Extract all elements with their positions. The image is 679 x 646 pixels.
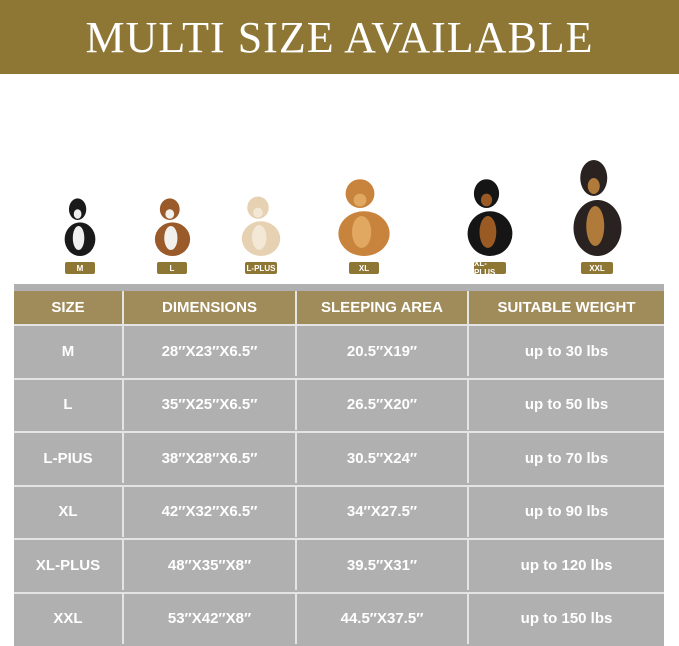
size-tag: XL bbox=[349, 262, 379, 274]
size-table: SIZE DIMENSIONS SLEEPING AREA SUITABLE W… bbox=[14, 284, 664, 646]
table-cell: 28″X23″X6.5″ bbox=[124, 326, 297, 376]
table-cell: 38″X28″X6.5″ bbox=[124, 433, 297, 483]
table-cell: 30.5″X24″ bbox=[297, 433, 469, 483]
table-cell: 35″X25″X6.5″ bbox=[124, 379, 297, 430]
table-cell: M bbox=[14, 326, 124, 376]
table-row: XXL 53″X42″X8″ 44.5″X37.5″ up to 150 lbs bbox=[14, 591, 664, 644]
header-suitable-weight: SUITABLE WEIGHT bbox=[497, 299, 636, 316]
table-row: XL-PLUS 48″X35″X8″ 39.5″X31″ up to 120 lbs bbox=[14, 538, 664, 590]
size-tag: XXL bbox=[581, 262, 613, 274]
size-tag: M bbox=[65, 262, 95, 274]
table-row: M 28″X23″X6.5″ 20.5″X19″ up to 30 lbs bbox=[14, 324, 664, 376]
dog-image bbox=[338, 179, 390, 256]
table-cell: up to 50 lbs bbox=[524, 396, 609, 413]
dog-image bbox=[154, 198, 190, 256]
table-cell: 53″X42″X8″ bbox=[124, 593, 297, 644]
table-cell: XL bbox=[14, 486, 124, 537]
table-cell: 39.5″X31″ bbox=[297, 540, 469, 590]
title-banner: MULTI SIZE AVAILABLE bbox=[0, 0, 679, 74]
table-row: XL 42″X32″X6.5″ 34″X27.5″ up to 90 lbs bbox=[14, 484, 664, 537]
table-cell: up to 120 lbs bbox=[520, 556, 613, 574]
header-size: SIZE bbox=[14, 291, 124, 324]
size-tag: L bbox=[157, 262, 187, 274]
dog-image bbox=[467, 179, 513, 256]
header-dimensions: DIMENSIONS bbox=[124, 291, 297, 324]
table-cell: 48″X35″X8″ bbox=[124, 540, 297, 590]
table-cell: 42″X32″X6.5″ bbox=[124, 486, 297, 537]
table-cell: 26.5″X20″ bbox=[297, 379, 469, 430]
table-row: L-PIUS 38″X28″X6.5″ 30.5″X24″ up to 70 lbs bbox=[14, 431, 664, 483]
table-cell: 20.5″X19″ bbox=[297, 326, 469, 376]
table-cell: up to 90 lbs bbox=[524, 503, 609, 520]
dog-image bbox=[64, 198, 96, 256]
header-sleeping-area: SLEEPING AREA bbox=[297, 291, 469, 324]
table-cell: 34″X27.5″ bbox=[297, 486, 469, 537]
dog-image bbox=[573, 160, 621, 256]
table-cell: up to 30 lbs bbox=[524, 342, 609, 360]
dog-image bbox=[241, 196, 281, 256]
table-cell: L-PIUS bbox=[14, 433, 124, 483]
table-cell: 44.5″X37.5″ bbox=[297, 593, 469, 644]
table-cell: up to 70 lbs bbox=[524, 449, 609, 467]
table-header: SIZE DIMENSIONS SLEEPING AREA SUITABLE W… bbox=[14, 291, 664, 324]
title: MULTI SIZE AVAILABLE bbox=[85, 12, 594, 62]
table-cell: L bbox=[14, 379, 124, 430]
size-tag: L-PLUS bbox=[245, 262, 277, 274]
size-tag: XL-PLUS bbox=[474, 259, 506, 277]
table-row: L 35″X25″X6.5″ 26.5″X20″ up to 50 lbs bbox=[14, 377, 664, 430]
table-cell: up to 150 lbs bbox=[520, 610, 613, 627]
table-cell: XL-PLUS bbox=[14, 540, 124, 590]
table-cell: XXL bbox=[14, 593, 124, 644]
